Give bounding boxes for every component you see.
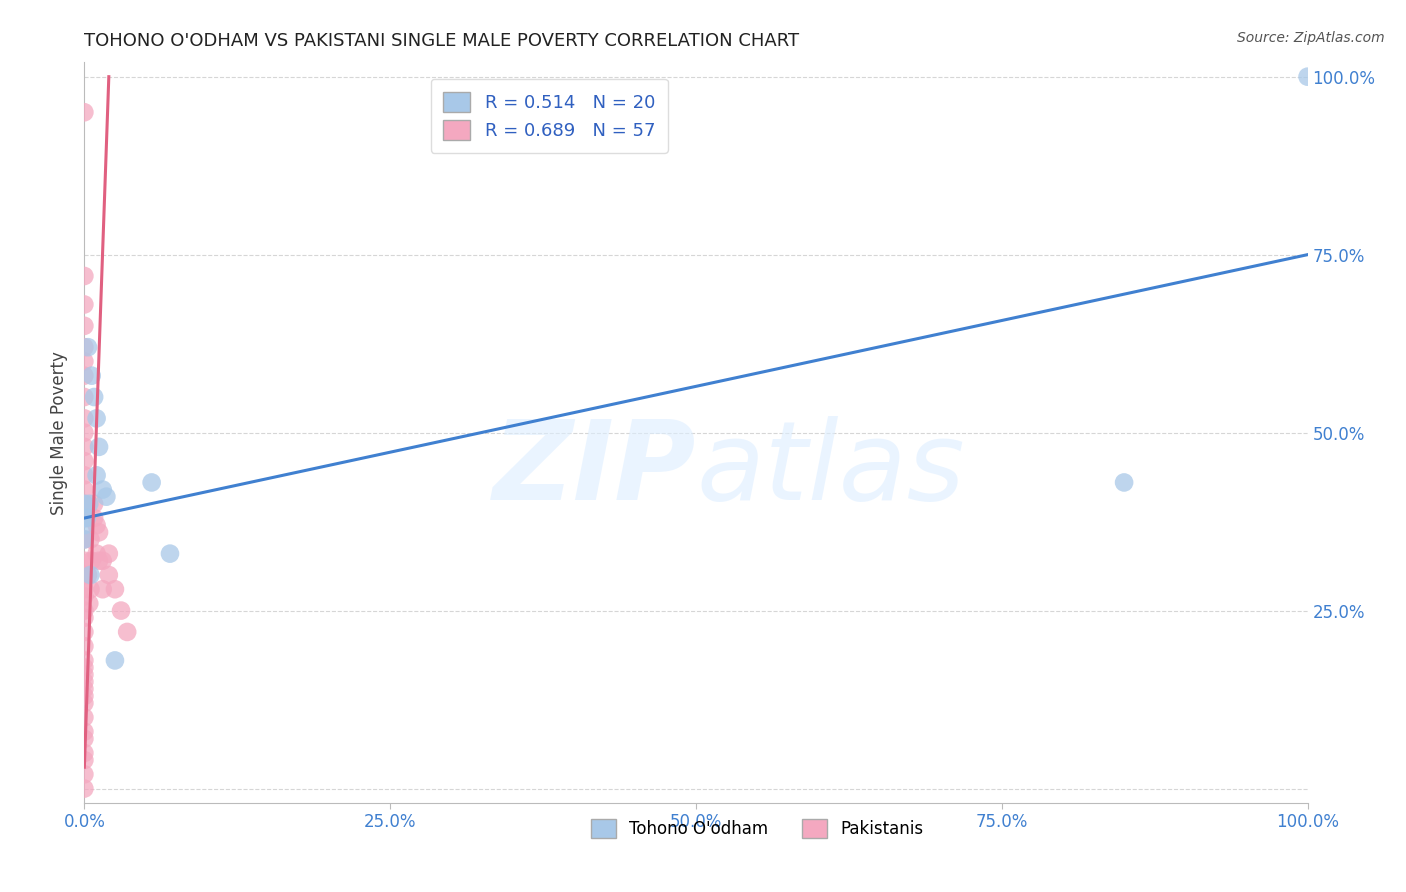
Point	[159, 547, 181, 561]
Point	[73, 297, 96, 311]
Point	[87, 554, 110, 568]
Point	[73, 533, 96, 547]
Point	[73, 105, 96, 120]
Point	[73, 368, 96, 383]
Point	[73, 639, 96, 653]
Point	[73, 610, 96, 624]
Point	[73, 511, 96, 525]
Point	[1114, 475, 1136, 490]
Point	[91, 483, 114, 497]
Point	[73, 554, 96, 568]
Legend: Tohono O'odham, Pakistanis: Tohono O'odham, Pakistanis	[582, 810, 932, 847]
Text: TOHONO O'ODHAM VS PAKISTANI SINGLE MALE POVERTY CORRELATION CHART: TOHONO O'ODHAM VS PAKISTANI SINGLE MALE …	[84, 32, 800, 50]
Point	[73, 390, 96, 404]
Point	[115, 624, 138, 639]
Point	[73, 425, 96, 440]
Point	[91, 554, 114, 568]
Point	[73, 660, 96, 674]
Point	[96, 490, 118, 504]
Point	[73, 454, 96, 468]
Point	[79, 582, 101, 597]
Point	[73, 533, 96, 547]
Point	[83, 390, 105, 404]
Point	[73, 590, 96, 604]
Point	[73, 746, 96, 760]
Point	[73, 468, 96, 483]
Point	[73, 604, 96, 618]
Point	[73, 681, 96, 696]
Point	[76, 511, 98, 525]
Point	[73, 674, 96, 689]
Point	[73, 781, 96, 796]
Point	[73, 689, 96, 703]
Point	[77, 568, 100, 582]
Point	[73, 724, 96, 739]
Point	[73, 354, 96, 368]
Point	[80, 368, 103, 383]
Point	[73, 440, 96, 454]
Point	[73, 568, 96, 582]
Point	[86, 547, 108, 561]
Point	[73, 340, 96, 354]
Point	[86, 518, 108, 533]
Text: ZIP: ZIP	[492, 417, 696, 523]
Point	[73, 710, 96, 724]
Point	[110, 604, 132, 618]
Point	[91, 582, 114, 597]
Point	[73, 268, 96, 283]
Point	[77, 340, 100, 354]
Point	[73, 483, 96, 497]
Point	[73, 511, 96, 525]
Point	[86, 468, 108, 483]
Point	[104, 653, 127, 667]
Point	[79, 533, 101, 547]
Point	[73, 731, 96, 746]
Point	[80, 554, 103, 568]
Point	[97, 547, 120, 561]
Text: atlas: atlas	[696, 417, 965, 523]
Point	[87, 525, 110, 540]
Y-axis label: Single Male Poverty: Single Male Poverty	[51, 351, 69, 515]
Point	[73, 497, 96, 511]
Point	[73, 518, 96, 533]
Text: Source: ZipAtlas.com: Source: ZipAtlas.com	[1237, 31, 1385, 45]
Point	[83, 497, 105, 511]
Point	[73, 667, 96, 681]
Point	[73, 624, 96, 639]
Point	[79, 568, 101, 582]
Point	[87, 440, 110, 454]
Point	[73, 696, 96, 710]
Point	[77, 597, 100, 611]
Point	[73, 767, 96, 781]
Point	[83, 511, 105, 525]
Point	[73, 411, 96, 425]
Point	[97, 568, 120, 582]
Point	[77, 497, 100, 511]
Point	[141, 475, 163, 490]
Point	[73, 497, 96, 511]
Point	[104, 582, 127, 597]
Point	[73, 582, 96, 597]
Point	[73, 753, 96, 767]
Point	[1296, 70, 1319, 84]
Point	[86, 411, 108, 425]
Point	[73, 653, 96, 667]
Point	[73, 318, 96, 333]
